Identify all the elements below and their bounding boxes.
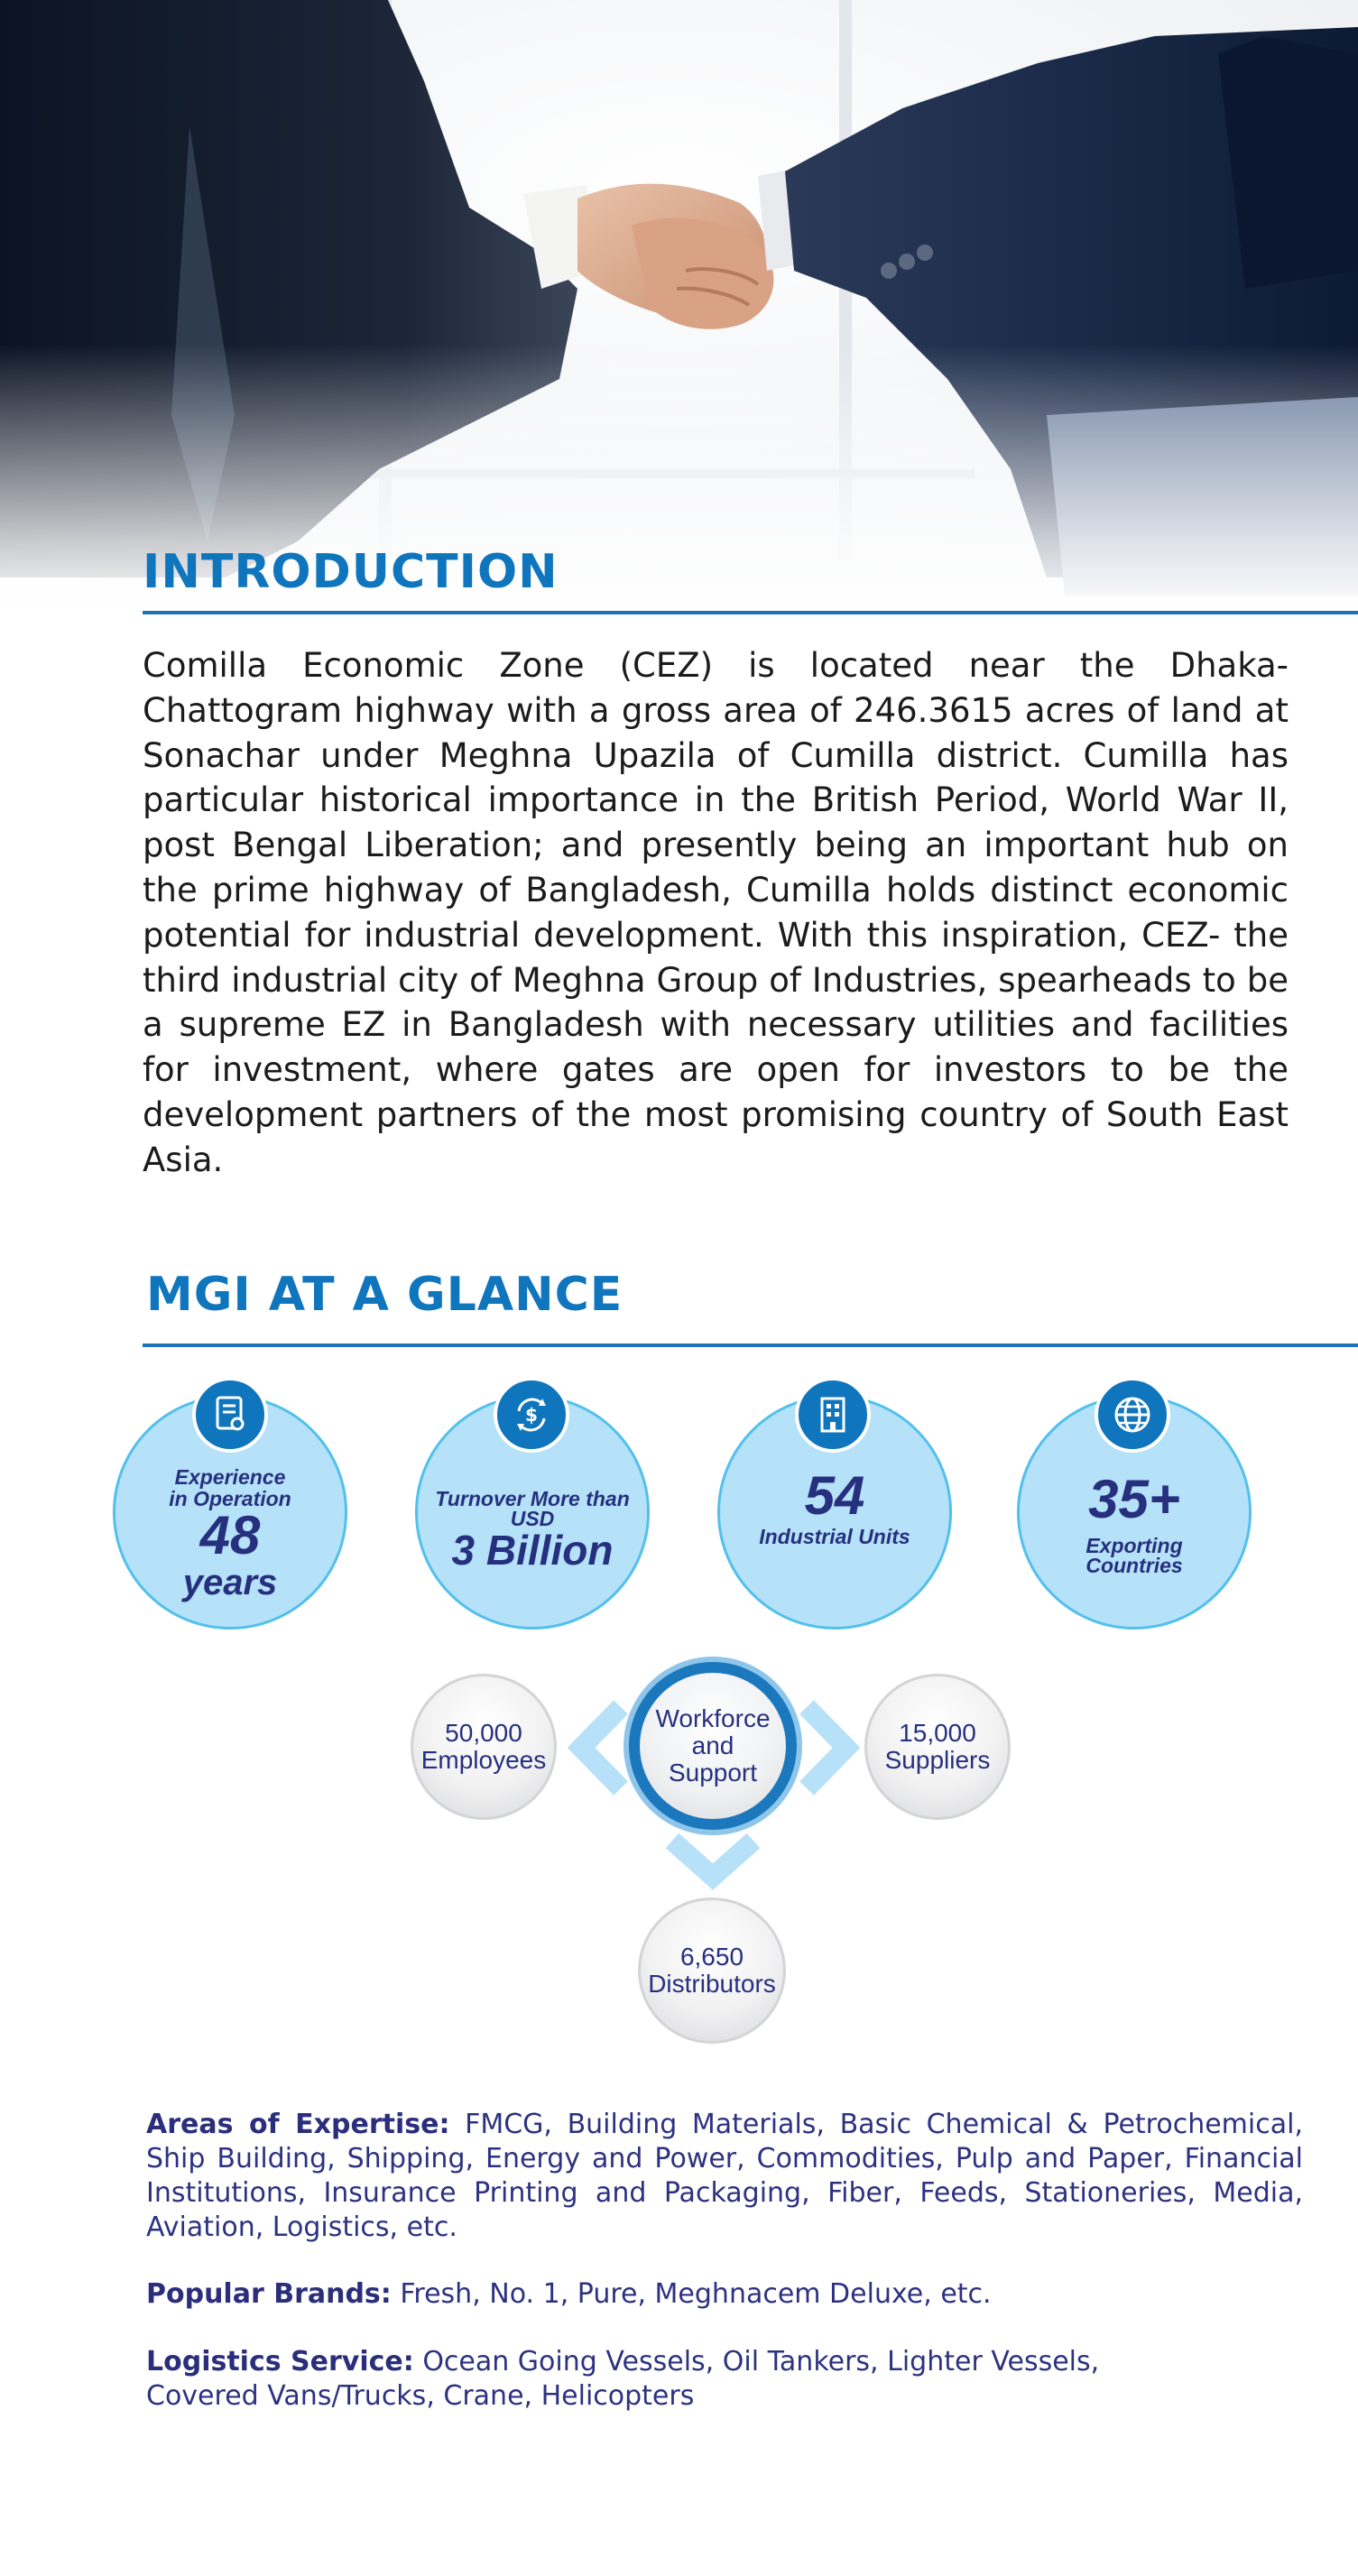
stat-value: 35+	[1088, 1469, 1180, 1529]
building-icon	[795, 1377, 871, 1453]
introduction-title: INTRODUCTION	[143, 545, 559, 599]
logistics-label: Logistics Service:	[146, 2346, 414, 2377]
stat-unit: years	[182, 1563, 278, 1602]
stat-label: Turnover More than	[435, 1487, 630, 1510]
chevron-right-icon	[799, 1700, 861, 1796]
hub-label: Support	[668, 1759, 758, 1787]
stat-label: Experience	[174, 1465, 286, 1489]
stat-label: Countries	[1085, 1554, 1183, 1577]
workforce-hub: Workforce and Support	[629, 1662, 797, 1830]
hero-fade-overlay	[0, 0, 1358, 905]
globe-icon	[1095, 1377, 1170, 1453]
distributors-label: Distributors	[648, 1970, 776, 1998]
glance-rule	[143, 1343, 1358, 1347]
glance-title: MGI AT A GLANCE	[146, 1268, 624, 1322]
stat-label: in Operation	[169, 1487, 291, 1510]
suppliers-label: Suppliers	[884, 1746, 991, 1774]
brands-paragraph: Popular Brands: Fresh, No. 1, Pure, Megh…	[146, 2277, 1303, 2312]
stat-value: 3 Billion	[451, 1527, 614, 1574]
distributors-count: 6,650	[679, 1943, 744, 1971]
expertise-label: Areas of Expertise:	[146, 2109, 450, 2140]
brands-label: Popular Brands:	[146, 2278, 392, 2310]
expertise-paragraph: Areas of Expertise: FMCG, Building Mater…	[146, 2108, 1303, 2245]
employees-circle: 50,000 Employees	[411, 1674, 557, 1820]
logistics-paragraph: Logistics Service: Ocean Going Vessels, …	[146, 2345, 1193, 2414]
hub-label: Workforce	[655, 1704, 771, 1732]
stat-experience: Experience in Operation 48 years	[113, 1395, 347, 1630]
svg-text:$: $	[525, 1404, 538, 1426]
stat-label: Exporting	[1085, 1534, 1183, 1557]
distributors-circle: 6,650 Distributors	[638, 1897, 786, 2044]
introduction-rule	[143, 611, 1358, 614]
dollar-cycle-icon: $	[494, 1377, 569, 1453]
logistics-text: Ocean Going Vessels, Oil Tankers, Lighte…	[146, 2346, 1100, 2412]
hero-handshake-photo	[0, 0, 1358, 905]
stat-value: 48	[199, 1505, 261, 1565]
stat-value: 54	[804, 1465, 865, 1526]
introduction-body: Comilla Economic Zone (CEZ) is located n…	[143, 646, 1289, 1179]
certificate-icon	[192, 1377, 268, 1453]
network-arrows	[567, 1700, 861, 1890]
employees-count: 50,000	[445, 1719, 522, 1747]
chevron-down-icon	[665, 1833, 761, 1890]
expertise-text: FMCG, Building Materials, Basic Chemical…	[146, 2109, 1303, 2243]
brands-text: Fresh, No. 1, Pure, Meghnacem Deluxe, et…	[400, 2278, 992, 2310]
stat-label: USD	[510, 1507, 555, 1530]
suppliers-count: 15,000	[899, 1719, 976, 1747]
employees-label: Employees	[420, 1746, 547, 1774]
chevron-left-icon	[567, 1700, 628, 1796]
suppliers-circle: 15,000 Suppliers	[864, 1674, 1011, 1820]
stat-label: Industrial Units	[759, 1525, 910, 1548]
hub-label: and	[691, 1731, 734, 1759]
